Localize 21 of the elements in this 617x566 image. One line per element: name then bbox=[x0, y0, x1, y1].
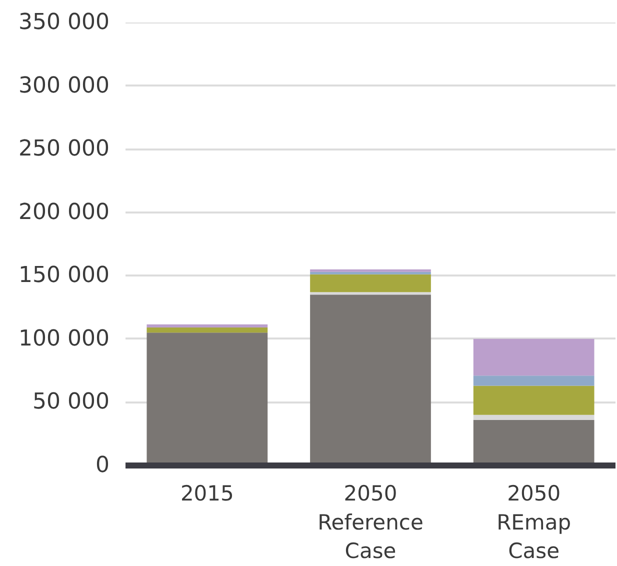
y-tick-label: 200 000 bbox=[18, 200, 110, 225]
bar bbox=[146, 328, 268, 333]
bar bbox=[473, 386, 594, 415]
bar bbox=[146, 324, 268, 328]
y-tick-label: 350 000 bbox=[18, 10, 110, 35]
x-tick-label: 2050 Reference Case bbox=[318, 482, 424, 564]
y-tick-label: 100 000 bbox=[18, 326, 110, 352]
y-tick-label: 50 000 bbox=[32, 390, 110, 415]
bar bbox=[310, 272, 431, 274]
x-tick-label: 2015 bbox=[180, 482, 234, 506]
x-tick-label: 2050 REmap Case bbox=[496, 482, 572, 564]
bar bbox=[310, 274, 431, 292]
bar bbox=[473, 338, 594, 376]
y-tick-label: 250 000 bbox=[18, 136, 110, 162]
y-tick-label: 150 000 bbox=[18, 263, 110, 288]
bar bbox=[473, 376, 594, 386]
bar bbox=[310, 269, 431, 272]
bar bbox=[310, 292, 431, 295]
y-tick-label: 0 bbox=[96, 453, 110, 478]
y-tick-label: 300 000 bbox=[18, 73, 110, 98]
bar bbox=[473, 414, 594, 420]
